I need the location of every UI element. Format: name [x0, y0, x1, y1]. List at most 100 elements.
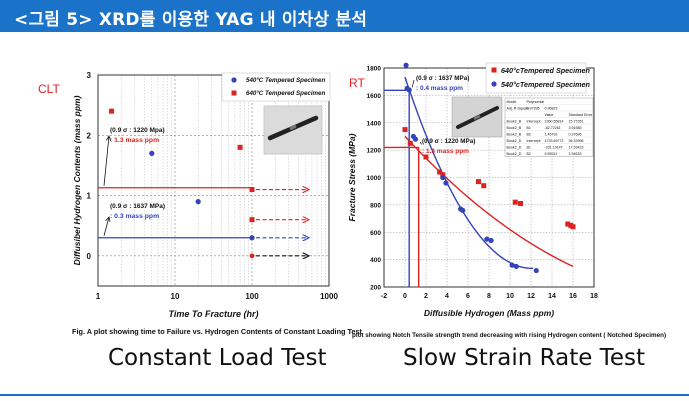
left-y-axis-label: Diffusibel Hydrogen Contents (mass ppm) — [72, 95, 82, 265]
left-specimen-photo — [263, 105, 323, 155]
left-legend-label: 540°C Tempered Specimen — [246, 77, 325, 84]
right-table-cell: 3.91585 — [569, 126, 582, 130]
right-table-cell: 1300.55814 — [545, 119, 564, 123]
right-y-axis-label: Fracture Stress (MPa) — [347, 133, 357, 221]
right-table-cell: Polynomial — [527, 100, 545, 104]
right-table-cell: -231.10147 — [545, 145, 563, 149]
right-table-cell: 17.53423 — [569, 145, 584, 149]
right-y-tick-label: 200 — [370, 285, 381, 292]
right-table-frame — [504, 97, 594, 157]
right-x-tick-label: 4 — [445, 293, 449, 300]
right-table-cell: Value — [545, 113, 554, 117]
left-legend-marker — [231, 90, 237, 96]
left-data-point-640 — [109, 108, 115, 114]
right-annotation-line1: (0.9 σ : 1637 MPa) — [416, 75, 469, 82]
right-x-tick-label: 8 — [487, 293, 491, 300]
left-runout-marker — [249, 253, 255, 259]
left-data-point-640 — [249, 217, 255, 223]
left-annotation-line2: : 0.3 mass ppm — [110, 213, 159, 220]
right-table-cell: Book2_B — [507, 132, 522, 136]
left-chart: 1 10 100 1000 0 1 2 3 Time To Fracture (hr) Diffu… — [72, 71, 338, 319]
right-x-tick-label: 10 — [506, 293, 514, 300]
right-data-point-540 — [403, 62, 409, 68]
right-table-cell: Book2_D — [507, 145, 522, 149]
header-title: <그림 5> XRD를 이용한 YAG 내 이차상 분석 — [14, 10, 368, 30]
right-table-cell: Book2_B — [507, 126, 522, 130]
left-legend-marker — [231, 77, 237, 83]
right-x-tick-label: 6 — [466, 293, 470, 300]
left-plot-frame — [97, 74, 330, 287]
right-data-point-640 — [476, 179, 481, 185]
right-table-cell: B2 — [527, 132, 531, 136]
left-panel-tag: CLT — [38, 82, 60, 96]
right-data-point-640 — [437, 169, 443, 175]
right-y-tick-label: 1800 — [367, 66, 382, 73]
right-table-cell: 1.94633 — [569, 152, 582, 156]
right-y-tick-label: 1600 — [367, 93, 382, 100]
right-data-point-640 — [423, 154, 429, 160]
right-data-point-640 — [565, 221, 571, 227]
right-table-cell: Book2_D — [507, 152, 522, 156]
left-legend-box — [221, 72, 331, 102]
right-table-cell: 9.55511 — [545, 152, 558, 156]
right-table-cell: Adj. R-Square — [507, 106, 530, 110]
right-data-point-540 — [440, 174, 446, 181]
right-annotation-arrow — [419, 141, 422, 145]
left-data-point-540 — [195, 199, 201, 205]
right-data-point-540 — [488, 237, 494, 244]
left-x-axis-label: Time To Fracture (hr) — [168, 309, 258, 319]
right-panel-tag: RT — [349, 76, 365, 90]
right-x-tick-label: 14 — [548, 293, 556, 300]
left-x-tick-label: 1 — [96, 292, 101, 301]
right-legend-box — [485, 62, 587, 94]
right-data-point-640 — [440, 172, 446, 178]
right-data-point-640 — [570, 224, 576, 230]
right-table-cell: 1733.69772 — [545, 139, 564, 143]
left-annotation-line1: (0.9 σ : 1220 Mpa) — [110, 127, 165, 134]
right-table-cell: Book2_B — [507, 119, 522, 123]
right-x-tick-label: 16 — [569, 293, 577, 300]
left-data-point-540 — [249, 235, 255, 241]
right-table-cell: Intercept — [527, 119, 541, 123]
left-data-point-540 — [149, 150, 155, 156]
right-legend-marker — [491, 81, 497, 87]
right-legend-label: 540°cTempered Specimen — [501, 80, 591, 89]
right-chart: -2 0 2 4 6 8 10 12 14 16 18 200 400 600 800 1000 1200 140… — [347, 62, 598, 318]
right-fit-curve — [404, 135, 574, 268]
left-legend: 540°C Tempered Specimen 640°C Tempered Sp… — [221, 72, 331, 102]
right-data-point-540 — [484, 236, 490, 242]
right-legend: 640°cTempered Specimen 540°cTempered Spec… — [485, 62, 591, 94]
right-x-tick-label: -2 — [381, 293, 387, 300]
right-table-cell: 1.45792 — [545, 132, 558, 136]
left-y-tick-label: 0 — [87, 252, 92, 261]
left-y-tick-label: 2 — [87, 131, 92, 140]
right-y-tick-label: 400 — [370, 257, 381, 264]
right-table-cell: Standard Error — [569, 113, 593, 117]
right-x-tick-label: 12 — [527, 293, 535, 300]
right-y-tick-label: 1200 — [367, 148, 382, 155]
right-caption: plot showing Notch Tensile strength tren… — [352, 332, 667, 339]
right-data-point-540 — [406, 87, 412, 93]
right-table-cell: 36.33996 — [569, 139, 584, 143]
right-table-cell: Book2_D — [507, 139, 522, 143]
right-annotation-line2: : 1.3 mass ppm — [422, 148, 469, 155]
right-legend-marker — [491, 67, 497, 73]
right-data-point-640 — [407, 140, 413, 146]
right-table-cell: 0.37696 — [569, 132, 582, 136]
right-table-cell: 0.96823 — [545, 106, 558, 110]
right-x-axis-label: Diffusible Hydrogen (Mass ppm) — [424, 308, 554, 318]
right-x-tick-label: 2 — [424, 293, 428, 300]
right-table-cell: Model — [507, 100, 517, 104]
right-data-point-540 — [443, 180, 449, 186]
left-legend-label: 640°C Tempered Specimen — [246, 90, 325, 97]
right-data-point-540 — [509, 262, 515, 268]
right-data-point-540 — [412, 136, 419, 142]
right-data-point-540 — [513, 263, 519, 270]
right-specimen-photo — [451, 96, 503, 138]
right-table-cell: B2 — [527, 152, 531, 156]
left-annotation-line1: (0.9 σ : 1637 MPa) — [110, 203, 165, 210]
right-y-tick-label: 1000 — [367, 175, 382, 182]
right-annotation-line1: (0.9 σ : 1220 MPa) — [422, 138, 475, 145]
left-y-tick-label: 3 — [87, 71, 92, 80]
right-data-point-540 — [533, 267, 539, 274]
